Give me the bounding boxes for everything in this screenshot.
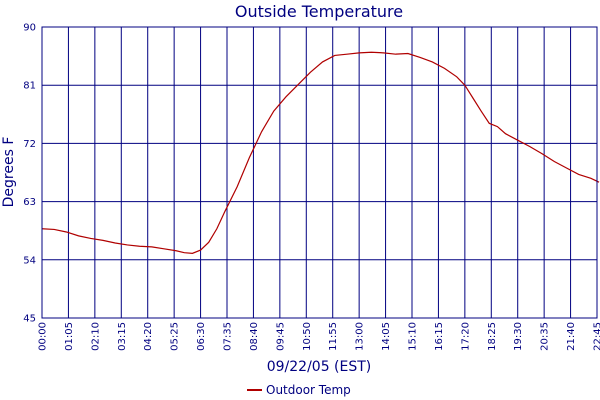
chart-title: Outside Temperature bbox=[235, 2, 403, 21]
y-axis-ticks: 45 54 63 72 81 90 bbox=[23, 23, 36, 325]
x-tick-label: 00:00 bbox=[38, 322, 49, 351]
y-tick-label: 45 bbox=[23, 314, 36, 325]
x-tick-label: 17:20 bbox=[460, 322, 471, 351]
x-tick-label: 09:45 bbox=[275, 322, 286, 351]
x-tick-label: 15:10 bbox=[408, 322, 419, 351]
y-axis-label: Degrees F bbox=[1, 137, 17, 208]
x-tick-label: 20:35 bbox=[540, 322, 551, 351]
x-tick-label: 10:50 bbox=[302, 322, 313, 351]
y-tick-label: 54 bbox=[23, 255, 36, 266]
plot-area bbox=[42, 27, 597, 318]
x-axis-ticks: 00:00 01:05 02:10 03:15 04:20 05:25 06:30 07:35… bbox=[38, 322, 600, 351]
x-tick-label: 18:25 bbox=[487, 322, 498, 351]
x-tick-label: 19:30 bbox=[513, 322, 524, 351]
x-axis-label: 09/22/05 (EST) bbox=[267, 359, 372, 375]
x-tick-label: 14:05 bbox=[381, 322, 392, 351]
plot-border bbox=[41, 26, 598, 319]
x-tick-label: 06:30 bbox=[196, 322, 207, 351]
x-tick-label: 05:25 bbox=[170, 322, 181, 351]
x-tick-label: 02:10 bbox=[90, 322, 101, 351]
y-tick-label: 81 bbox=[23, 81, 36, 92]
x-tick-label: 04:20 bbox=[143, 322, 154, 351]
y-tick-label: 63 bbox=[23, 197, 36, 208]
series-line-outdoor-temp bbox=[41, 51, 600, 254]
y-tick-label: 90 bbox=[23, 23, 36, 34]
y-tick-label: 72 bbox=[23, 139, 36, 150]
x-tick-label: 21:40 bbox=[566, 322, 577, 351]
x-tick-label: 07:35 bbox=[223, 322, 234, 351]
legend-entry-outdoor-temp: Outdoor Temp bbox=[266, 383, 351, 397]
x-tick-label: 22:45 bbox=[593, 322, 600, 351]
x-tick-label: 08:40 bbox=[249, 322, 260, 351]
x-tick-label: 11:55 bbox=[328, 322, 339, 351]
x-tick-label: 16:15 bbox=[434, 322, 445, 351]
x-tick-label: 03:15 bbox=[117, 322, 128, 351]
legend: Outdoor Temp bbox=[247, 383, 351, 397]
x-tick-label: 13:00 bbox=[355, 322, 366, 351]
x-tick-label: 01:05 bbox=[64, 322, 75, 351]
